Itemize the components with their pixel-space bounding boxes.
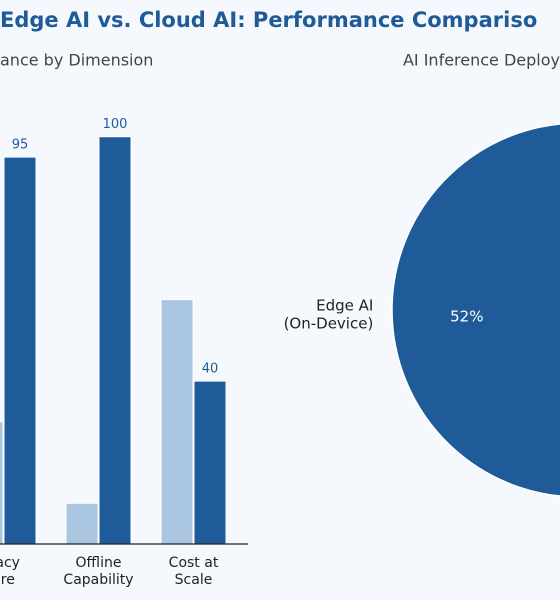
bar xyxy=(160,299,194,545)
bar xyxy=(98,136,132,545)
x-tick-label: vacyore xyxy=(0,555,20,588)
value-label: 95 xyxy=(12,138,29,153)
pie-value-label: 52% xyxy=(450,308,483,326)
bar xyxy=(3,156,37,545)
pie-slice xyxy=(391,123,560,497)
subplot-title: AI Inference Deploy xyxy=(403,51,560,70)
x-tick-label: Offline Capability xyxy=(63,555,133,588)
figure-title: Edge AI vs. Cloud AI: Performance Compar… xyxy=(0,8,537,32)
x-tick-label: Cost at Scale xyxy=(169,555,219,588)
pie-category-label: Edge AI (On-Device) xyxy=(284,296,374,332)
subplot-title: ance by Dimension xyxy=(0,51,153,70)
bar xyxy=(193,380,227,545)
value-label: 40 xyxy=(202,362,219,377)
value-label: 100 xyxy=(103,117,128,132)
bar xyxy=(65,502,99,545)
bar xyxy=(0,421,4,545)
